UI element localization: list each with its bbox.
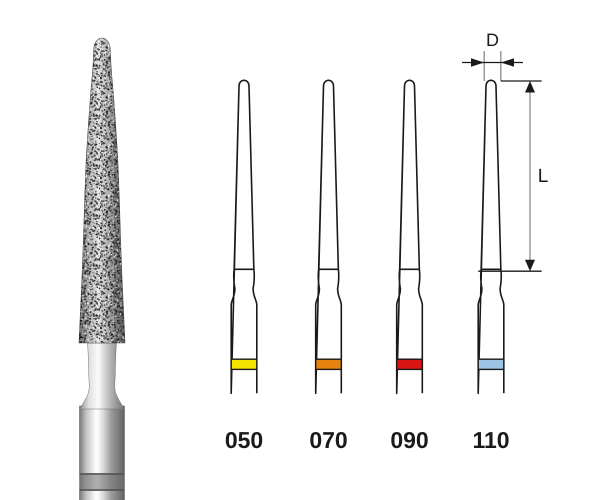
svg-text:090: 090 bbox=[390, 427, 428, 453]
svg-text:050: 050 bbox=[225, 427, 263, 453]
svg-text:D: D bbox=[486, 30, 499, 50]
svg-text:L: L bbox=[538, 166, 549, 187]
svg-text:070: 070 bbox=[309, 427, 347, 453]
svg-text:110: 110 bbox=[472, 427, 509, 453]
